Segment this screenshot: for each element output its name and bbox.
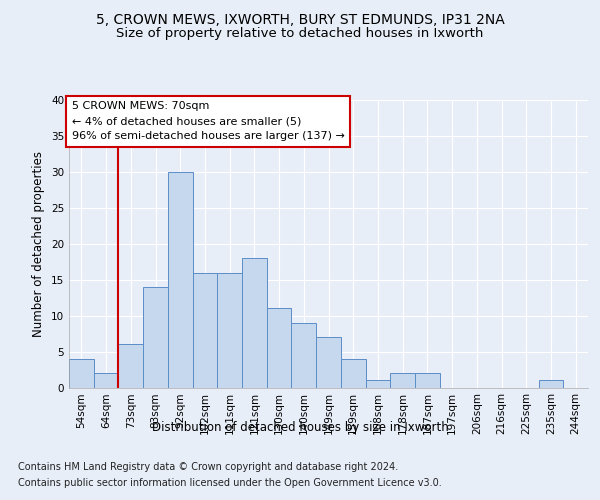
Bar xyxy=(316,337,341,388)
Bar xyxy=(539,380,563,388)
Text: Distribution of detached houses by size in Ixworth: Distribution of detached houses by size … xyxy=(152,421,448,434)
Bar xyxy=(168,172,193,388)
Bar xyxy=(365,380,390,388)
Bar xyxy=(94,373,118,388)
Bar xyxy=(390,373,415,388)
Bar xyxy=(69,359,94,388)
Bar xyxy=(143,287,168,388)
Bar xyxy=(341,359,365,388)
Bar xyxy=(292,323,316,388)
Text: Size of property relative to detached houses in Ixworth: Size of property relative to detached ho… xyxy=(116,28,484,40)
Text: Contains HM Land Registry data © Crown copyright and database right 2024.: Contains HM Land Registry data © Crown c… xyxy=(18,462,398,472)
Y-axis label: Number of detached properties: Number of detached properties xyxy=(32,151,46,337)
Bar xyxy=(267,308,292,388)
Bar xyxy=(242,258,267,388)
Bar xyxy=(193,272,217,388)
Bar xyxy=(118,344,143,388)
Text: 5 CROWN MEWS: 70sqm
← 4% of detached houses are smaller (5)
96% of semi-detached: 5 CROWN MEWS: 70sqm ← 4% of detached hou… xyxy=(71,102,344,141)
Text: Contains public sector information licensed under the Open Government Licence v3: Contains public sector information licen… xyxy=(18,478,442,488)
Bar xyxy=(415,373,440,388)
Text: 5, CROWN MEWS, IXWORTH, BURY ST EDMUNDS, IP31 2NA: 5, CROWN MEWS, IXWORTH, BURY ST EDMUNDS,… xyxy=(95,12,505,26)
Bar xyxy=(217,272,242,388)
